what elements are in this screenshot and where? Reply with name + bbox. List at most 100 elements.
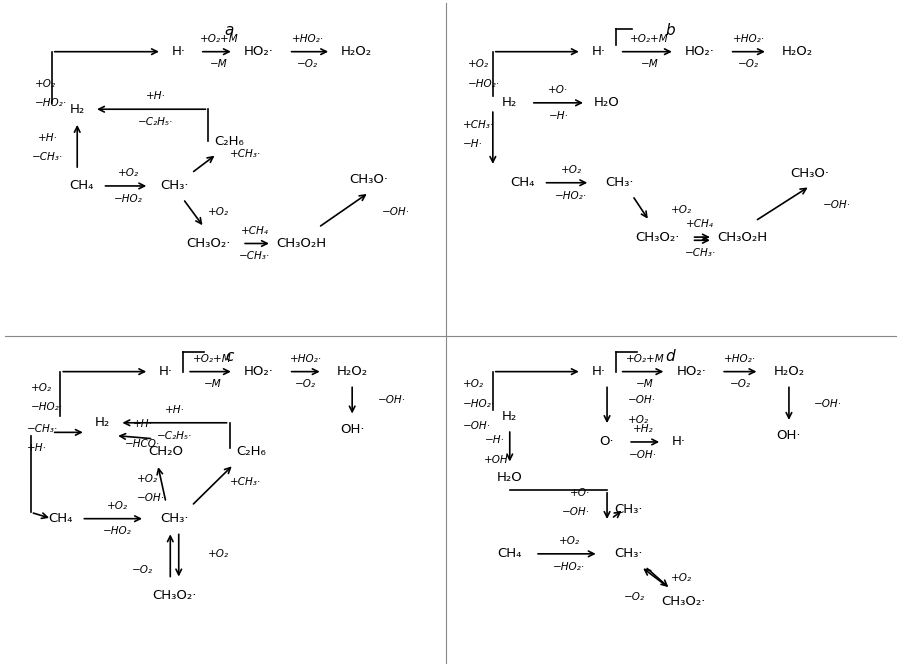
Text: H·: H· bbox=[672, 436, 686, 448]
Text: a: a bbox=[225, 23, 234, 38]
Text: −OH·: −OH· bbox=[629, 450, 657, 460]
Text: CH₃O₂·: CH₃O₂· bbox=[635, 230, 680, 244]
Text: CH₃·: CH₃· bbox=[606, 176, 634, 189]
Text: +O₂: +O₂ bbox=[208, 549, 230, 559]
Text: O·: O· bbox=[599, 436, 615, 448]
Text: CH₃O₂·: CH₃O₂· bbox=[186, 237, 230, 250]
Text: −CH₃·: −CH₃· bbox=[685, 248, 716, 258]
Text: H·: H· bbox=[591, 45, 606, 58]
Text: HO₂·: HO₂· bbox=[244, 45, 274, 58]
Text: −OH·: −OH· bbox=[823, 200, 850, 210]
Text: CH₄: CH₄ bbox=[510, 176, 535, 189]
Text: −OH·: −OH· bbox=[137, 493, 165, 503]
Text: H·: H· bbox=[159, 365, 173, 378]
Text: +CH₃·: +CH₃· bbox=[230, 477, 261, 487]
Text: −CH₃·: −CH₃· bbox=[32, 152, 63, 163]
Text: +O₂: +O₂ bbox=[670, 205, 691, 215]
Text: CH₃O₂H: CH₃O₂H bbox=[276, 237, 327, 250]
Text: +O₂: +O₂ bbox=[208, 206, 230, 216]
Text: CH₄: CH₄ bbox=[69, 179, 94, 192]
Text: +H·: +H· bbox=[133, 420, 153, 430]
Text: +OH·: +OH· bbox=[484, 454, 512, 465]
Text: −H·: −H· bbox=[464, 139, 483, 149]
Text: +O₂: +O₂ bbox=[464, 380, 484, 390]
Text: H₂O₂: H₂O₂ bbox=[773, 365, 805, 378]
Text: +O₂: +O₂ bbox=[31, 382, 51, 393]
Text: +O₂+M: +O₂+M bbox=[200, 34, 239, 44]
Text: CH₃·: CH₃· bbox=[160, 179, 189, 192]
Text: +H·: +H· bbox=[26, 444, 46, 454]
Text: +O₂: +O₂ bbox=[561, 165, 581, 175]
Text: −HO₂·: −HO₂· bbox=[553, 561, 585, 571]
Text: −HO₂: −HO₂ bbox=[103, 526, 131, 537]
Text: CH₃·: CH₃· bbox=[614, 547, 643, 560]
Text: −HO₂: −HO₂ bbox=[113, 194, 142, 204]
Text: HO₂·: HO₂· bbox=[244, 365, 274, 378]
Text: OH·: OH· bbox=[777, 429, 801, 442]
Text: c: c bbox=[225, 349, 234, 364]
Text: d: d bbox=[666, 349, 675, 364]
Text: H₂: H₂ bbox=[95, 416, 110, 430]
Text: +O₂: +O₂ bbox=[559, 536, 580, 546]
Text: +O₂: +O₂ bbox=[137, 474, 157, 484]
Text: H·: H· bbox=[172, 45, 185, 58]
Text: H·: H· bbox=[591, 365, 606, 378]
Text: H₂O₂: H₂O₂ bbox=[337, 365, 368, 378]
Text: H₂: H₂ bbox=[502, 410, 518, 423]
Text: −OH·: −OH· bbox=[382, 206, 410, 216]
Text: +CH₄: +CH₄ bbox=[241, 226, 269, 236]
Text: +O₂: +O₂ bbox=[670, 573, 691, 583]
Text: −M: −M bbox=[203, 380, 221, 390]
Text: −HO₂·: −HO₂· bbox=[555, 190, 587, 200]
Text: HO₂·: HO₂· bbox=[677, 365, 706, 378]
Text: CH₄: CH₄ bbox=[498, 547, 522, 560]
Text: CH₃O·: CH₃O· bbox=[790, 166, 830, 180]
Text: +O₂: +O₂ bbox=[628, 414, 649, 425]
Text: +O₂: +O₂ bbox=[118, 168, 139, 178]
Text: −HO₂·: −HO₂· bbox=[467, 79, 500, 89]
Text: H₂: H₂ bbox=[502, 97, 518, 109]
Text: −OH·: −OH· bbox=[562, 507, 590, 517]
Text: +O·: +O· bbox=[570, 488, 590, 498]
Text: CH₃O·: CH₃O· bbox=[349, 173, 389, 186]
Text: −OH·: −OH· bbox=[814, 398, 842, 409]
Text: −O₂: −O₂ bbox=[624, 592, 645, 602]
Text: CH₂O: CH₂O bbox=[148, 445, 184, 458]
Text: HO₂·: HO₂· bbox=[685, 45, 715, 58]
Text: −C₂H₅·: −C₂H₅· bbox=[157, 430, 192, 441]
Text: −OH·: −OH· bbox=[378, 396, 405, 406]
Text: CH₃O₂·: CH₃O₂· bbox=[152, 589, 197, 602]
Text: −O₂: −O₂ bbox=[295, 380, 316, 390]
Text: +HO₂·: +HO₂· bbox=[724, 354, 756, 364]
Text: −CH₃·: −CH₃· bbox=[26, 424, 58, 434]
Text: +HO₂·: +HO₂· bbox=[733, 34, 765, 44]
Text: −M: −M bbox=[641, 59, 658, 69]
Text: C₂H₆: C₂H₆ bbox=[214, 135, 245, 148]
Text: +O₂: +O₂ bbox=[35, 79, 56, 89]
Text: CH₃·: CH₃· bbox=[160, 512, 189, 525]
Text: −O₂: −O₂ bbox=[297, 59, 319, 69]
Text: H₂O₂: H₂O₂ bbox=[782, 45, 813, 58]
Text: +O₂+M: +O₂+M bbox=[194, 354, 232, 364]
Text: +CH₃·: +CH₃· bbox=[464, 120, 494, 131]
Text: +CH₃·: +CH₃· bbox=[230, 149, 261, 159]
Text: +H·: +H· bbox=[146, 91, 166, 101]
Text: CH₃O₂H: CH₃O₂H bbox=[717, 230, 768, 244]
Text: b: b bbox=[666, 23, 675, 38]
Text: −H·: −H· bbox=[484, 436, 504, 446]
Text: −OH·: −OH· bbox=[464, 421, 491, 431]
Text: +H₂: +H₂ bbox=[633, 424, 653, 434]
Text: −M: −M bbox=[636, 380, 654, 390]
Text: +H·: +H· bbox=[165, 405, 184, 415]
Text: H₂O₂: H₂O₂ bbox=[341, 45, 372, 58]
Text: OH·: OH· bbox=[340, 423, 364, 436]
Text: −O₂: −O₂ bbox=[738, 59, 760, 69]
Text: +CH₄: +CH₄ bbox=[686, 219, 714, 229]
Text: +H·: +H· bbox=[38, 133, 58, 143]
Text: +O₂: +O₂ bbox=[107, 501, 128, 511]
Text: −O₂: −O₂ bbox=[730, 380, 751, 390]
Text: +O₂+M: +O₂+M bbox=[630, 34, 669, 44]
Text: +O₂+M: +O₂+M bbox=[626, 354, 664, 364]
Text: CH₃·: CH₃· bbox=[614, 503, 643, 515]
Text: −CH₃·: −CH₃· bbox=[239, 251, 270, 261]
